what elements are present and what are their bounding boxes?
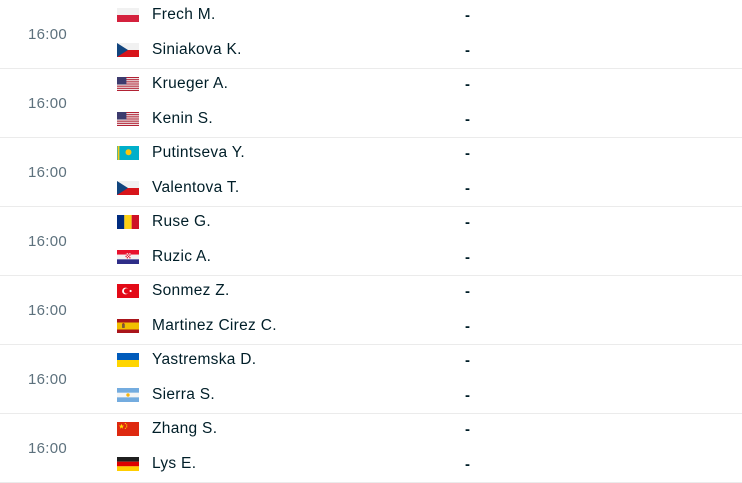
player-name: Krueger A.	[152, 75, 229, 92]
match-start-time: 16:00	[28, 301, 68, 319]
flag-usa-icon	[117, 112, 139, 126]
player-name: Ruse G.	[152, 213, 211, 230]
match-row[interactable]: 16:00 Zhang S. - Lys E. -	[0, 414, 742, 483]
players-column: Putintseva Y. - Valentova T. -	[117, 138, 742, 206]
match-start-time: 16:00	[28, 25, 68, 43]
players-column: Ruse G. - Ruzic A. -	[117, 207, 742, 275]
match-start-time: 16:00	[28, 232, 68, 250]
match-row[interactable]: 16:00 Sonmez Z. - Martinez Cirez C. -	[0, 276, 742, 345]
players-column: Sonmez Z. - Martinez Cirez C. -	[117, 276, 742, 344]
match-row[interactable]: 16:00 Krueger A. - Kenin S. -	[0, 69, 742, 138]
match-time-cell: 16:00	[0, 345, 117, 413]
match-start-time: 16:00	[28, 94, 68, 112]
score-dash: -	[465, 179, 470, 197]
score-dash: -	[465, 144, 470, 162]
player-name: Putintseva Y.	[152, 144, 245, 161]
flag-china-icon	[117, 422, 139, 436]
players-column: Yastremska D. - Sierra S. -	[117, 345, 742, 413]
away-player-row[interactable]: Martinez Cirez C. -	[117, 315, 742, 337]
match-start-time: 16:00	[28, 439, 68, 457]
player-name: Sonmez Z.	[152, 282, 230, 299]
player-name: Sierra S.	[152, 386, 215, 403]
away-player-row[interactable]: Kenin S. -	[117, 108, 742, 130]
away-player-row[interactable]: Lys E. -	[117, 453, 742, 475]
match-time-cell: 16:00	[0, 414, 117, 482]
home-player-row[interactable]: Krueger A. -	[117, 73, 742, 95]
match-row[interactable]: 16:00 Putintseva Y. - Valentova T. -	[0, 138, 742, 207]
match-time-cell: 16:00	[0, 207, 117, 275]
flag-argentina-icon	[117, 388, 139, 402]
flag-croatia-icon	[117, 250, 139, 264]
score-dash: -	[465, 213, 470, 231]
score-dash: -	[465, 420, 470, 438]
away-player-row[interactable]: Ruzic A. -	[117, 246, 742, 268]
away-player-row[interactable]: Siniakova K. -	[117, 39, 742, 61]
score-dash: -	[465, 41, 470, 59]
match-start-time: 16:00	[28, 163, 68, 181]
player-name: Kenin S.	[152, 110, 213, 127]
match-row[interactable]: 16:00 Yastremska D. - Sierra S. -	[0, 345, 742, 414]
player-name: Martinez Cirez C.	[152, 317, 277, 334]
flag-czech-republic-icon	[117, 43, 139, 57]
away-player-row[interactable]: Sierra S. -	[117, 384, 742, 406]
flag-romania-icon	[117, 215, 139, 229]
score-dash: -	[465, 455, 470, 473]
home-player-row[interactable]: Sonmez Z. -	[117, 280, 742, 302]
player-name: Zhang S.	[152, 420, 218, 437]
home-player-row[interactable]: Putintseva Y. -	[117, 142, 742, 164]
match-time-cell: 16:00	[0, 138, 117, 206]
score-dash: -	[465, 6, 470, 24]
score-dash: -	[465, 386, 470, 404]
player-name: Siniakova K.	[152, 41, 242, 58]
flag-turkey-icon	[117, 284, 139, 298]
match-row[interactable]: 16:00 Frech M. - Siniakova K. -	[0, 0, 742, 69]
score-dash: -	[465, 317, 470, 335]
flag-czech-republic-icon	[117, 181, 139, 195]
player-name: Lys E.	[152, 455, 197, 472]
match-time-cell: 16:00	[0, 0, 117, 68]
home-player-row[interactable]: Zhang S. -	[117, 418, 742, 440]
score-dash: -	[465, 110, 470, 128]
flag-spain-icon	[117, 319, 139, 333]
flag-ukraine-icon	[117, 353, 139, 367]
flag-poland-icon	[117, 8, 139, 22]
flag-kazakhstan-icon	[117, 146, 139, 160]
match-time-cell: 16:00	[0, 276, 117, 344]
players-column: Zhang S. - Lys E. -	[117, 414, 742, 482]
score-dash: -	[465, 248, 470, 266]
players-column: Frech M. - Siniakova K. -	[117, 0, 742, 68]
player-name: Yastremska D.	[152, 351, 257, 368]
score-dash: -	[465, 351, 470, 369]
home-player-row[interactable]: Frech M. -	[117, 4, 742, 26]
player-name: Frech M.	[152, 6, 216, 23]
home-player-row[interactable]: Yastremska D. -	[117, 349, 742, 371]
match-time-cell: 16:00	[0, 69, 117, 137]
away-player-row[interactable]: Valentova T. -	[117, 177, 742, 199]
match-start-time: 16:00	[28, 370, 68, 388]
flag-germany-icon	[117, 457, 139, 471]
score-dash: -	[465, 75, 470, 93]
player-name: Valentova T.	[152, 179, 240, 196]
match-row[interactable]: 16:00 Ruse G. - Ruzic A. -	[0, 207, 742, 276]
player-name: Ruzic A.	[152, 248, 212, 265]
flag-usa-icon	[117, 77, 139, 91]
home-player-row[interactable]: Ruse G. -	[117, 211, 742, 233]
players-column: Krueger A. - Kenin S. -	[117, 69, 742, 137]
score-dash: -	[465, 282, 470, 300]
